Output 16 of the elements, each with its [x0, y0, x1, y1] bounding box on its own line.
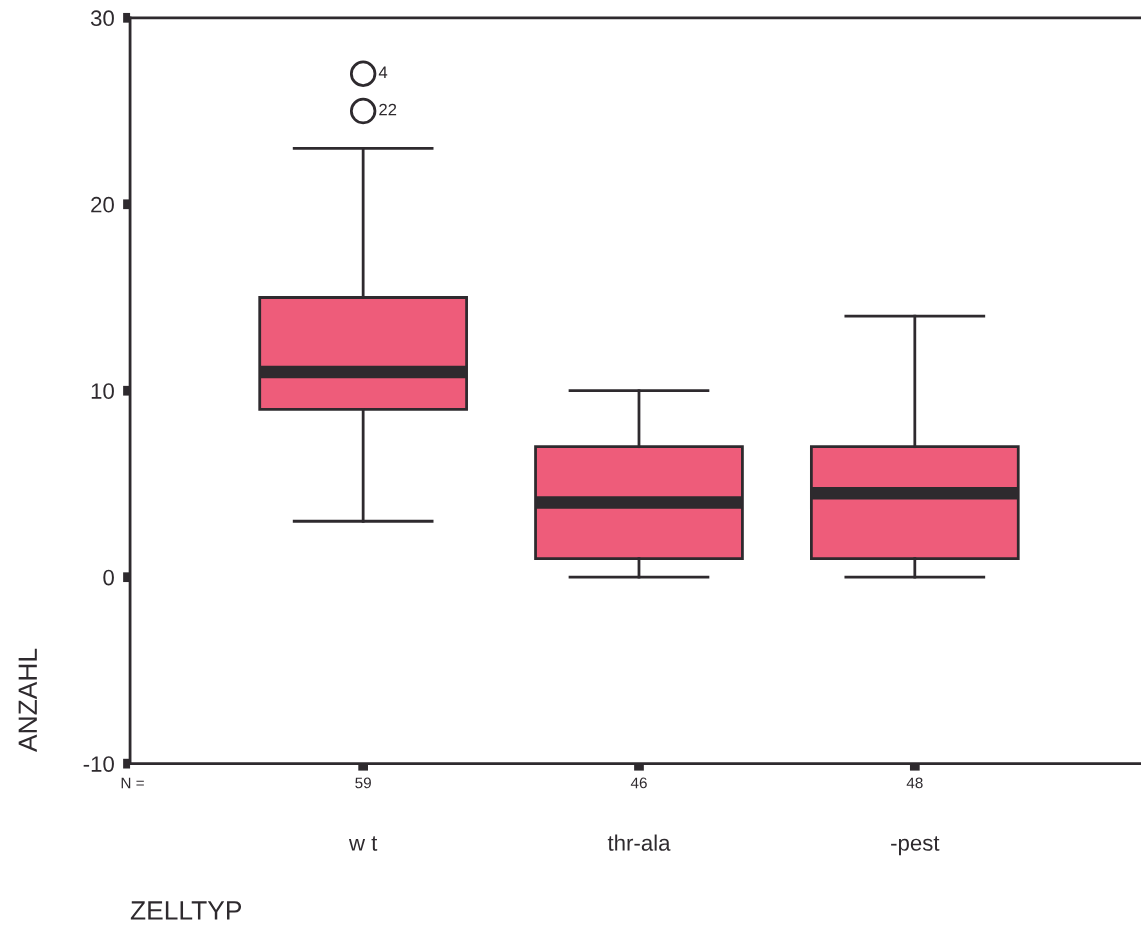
y-tick-label: 20 — [91, 196, 114, 213]
x-tick-label: -pest — [891, 836, 940, 856]
x-tick-label: thr-ala — [607, 834, 671, 851]
x-axis-title: ZELLTYP — [130, 901, 242, 920]
annotation: 46 — [630, 777, 647, 789]
y-tick-label: -10 — [83, 756, 114, 772]
y-tick-label: 0 — [103, 569, 114, 586]
y-axis-title: ANZAHL — [18, 648, 37, 752]
annotation: 59 — [355, 777, 371, 789]
annotation: 4 — [378, 66, 388, 79]
y-tick-label: 30 — [90, 10, 114, 27]
x-tick-label: w t — [348, 836, 378, 851]
annotation: 22 — [379, 103, 397, 116]
text: N = — [121, 777, 144, 789]
annotation: 48 — [906, 777, 923, 789]
y-tick-label: 10 — [91, 383, 114, 399]
